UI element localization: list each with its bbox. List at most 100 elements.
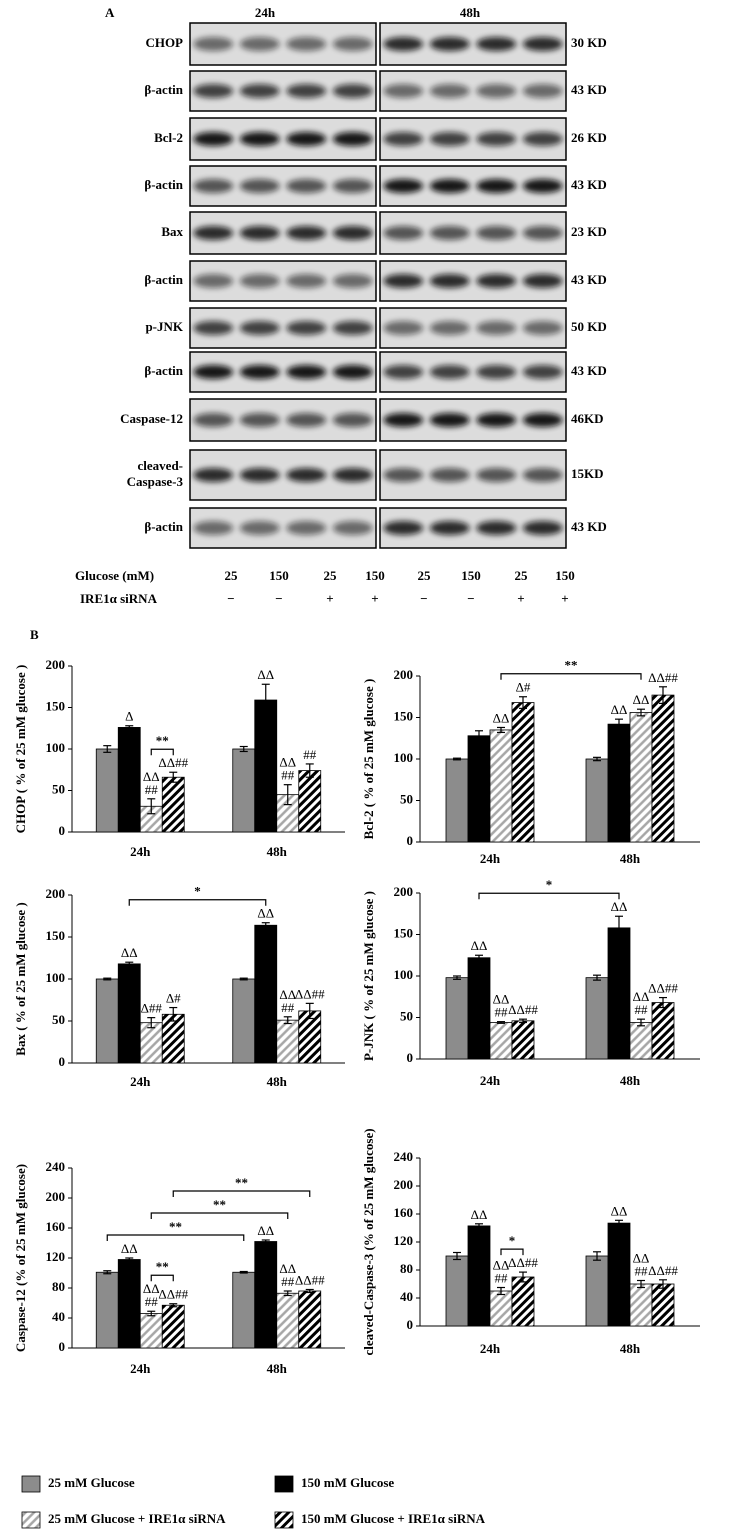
significance-label: ΔΔ bbox=[633, 1250, 650, 1265]
error-bar bbox=[615, 1219, 623, 1227]
significance-label: ΔΔ bbox=[493, 1257, 510, 1272]
bracket bbox=[128, 899, 267, 906]
y-tick-label: 120 bbox=[394, 1233, 414, 1248]
significance-label: Δ# bbox=[166, 991, 181, 1006]
bar bbox=[445, 1255, 469, 1327]
significance-label: ΔΔ## bbox=[508, 1002, 538, 1017]
blot-band bbox=[522, 226, 563, 240]
significance-label: ΔΔ bbox=[121, 945, 138, 960]
error-bar bbox=[475, 954, 483, 961]
x-tick-label: 48h bbox=[267, 1074, 288, 1089]
error-bar bbox=[497, 1021, 505, 1024]
glucose-value: 150 bbox=[365, 568, 385, 583]
error-bar bbox=[593, 756, 601, 762]
blot-band bbox=[332, 521, 373, 535]
kd-label: 30 KD bbox=[571, 35, 607, 50]
bar bbox=[467, 1225, 491, 1327]
blot-band bbox=[332, 179, 373, 193]
significance-label: Δ# bbox=[516, 680, 531, 695]
bracket-label: * bbox=[509, 1233, 516, 1248]
error-bar bbox=[239, 745, 248, 753]
blot-band bbox=[193, 179, 234, 193]
error-bar bbox=[239, 1270, 248, 1274]
legend-label: 150 mM Glucose + IRE1α siRNA bbox=[301, 1511, 486, 1526]
y-axis-title: P-JNK ( % of 25 mM glucose ) bbox=[361, 891, 376, 1061]
significance-label: ## bbox=[635, 1263, 649, 1278]
blot-band bbox=[239, 365, 280, 379]
blot-band bbox=[383, 413, 424, 427]
blot-band bbox=[522, 468, 563, 482]
bracket-label: * bbox=[194, 884, 201, 899]
blot-band bbox=[383, 274, 424, 288]
blot-band bbox=[239, 37, 280, 51]
error-bar bbox=[475, 730, 483, 742]
y-tick-label: 0 bbox=[407, 1050, 414, 1065]
error-bar bbox=[519, 696, 527, 709]
bar bbox=[254, 699, 278, 833]
glucose-label: Glucose (mM) bbox=[75, 568, 154, 583]
significance-label: ΔΔ bbox=[611, 1203, 628, 1218]
y-axis-title: Bax ( % of 25 mM glucose ) bbox=[13, 902, 28, 1055]
legend-swatch bbox=[274, 1475, 294, 1493]
bar bbox=[511, 1276, 535, 1327]
bar bbox=[489, 1022, 513, 1060]
blot-label: β-actin bbox=[144, 363, 183, 378]
blot-band bbox=[522, 179, 563, 193]
error-bar bbox=[615, 718, 623, 730]
error-bar bbox=[659, 1279, 667, 1289]
bar bbox=[467, 957, 491, 1060]
y-tick-label: 200 bbox=[46, 1189, 66, 1204]
significance-label: ΔΔ## bbox=[508, 1255, 538, 1270]
bracket-label: ** bbox=[235, 1175, 248, 1190]
significance-label: ## bbox=[145, 1294, 159, 1309]
y-tick-label: 80 bbox=[52, 1279, 65, 1294]
bar bbox=[607, 1222, 631, 1327]
blot-band bbox=[476, 365, 517, 379]
blot-label: Caspase-12 bbox=[120, 411, 183, 426]
y-tick-label: 50 bbox=[400, 1008, 413, 1023]
bar bbox=[489, 729, 513, 843]
y-tick-label: 0 bbox=[59, 1339, 66, 1354]
significance-label: ## bbox=[281, 1000, 295, 1015]
panel-label: B bbox=[30, 627, 39, 642]
error-bar bbox=[497, 726, 505, 734]
significance-label: Δ bbox=[125, 709, 133, 724]
significance-label: ΔΔ bbox=[611, 899, 628, 914]
blot-band bbox=[429, 226, 470, 240]
y-tick-label: 50 bbox=[400, 791, 413, 806]
bar bbox=[232, 978, 256, 1064]
bar bbox=[161, 776, 185, 833]
blot-band bbox=[239, 226, 280, 240]
y-tick-label: 0 bbox=[407, 1317, 414, 1332]
blot-band bbox=[239, 468, 280, 482]
kd-label: 43 KD bbox=[571, 177, 607, 192]
bracket-label: ** bbox=[213, 1197, 226, 1212]
blot-band bbox=[193, 84, 234, 98]
error-bar bbox=[283, 1290, 292, 1297]
blot-band bbox=[193, 37, 234, 51]
legend-label: 25 mM Glucose bbox=[48, 1475, 135, 1490]
x-tick-label: 24h bbox=[480, 851, 501, 866]
significance-label: ΔΔ bbox=[279, 987, 296, 1002]
blot-band bbox=[193, 226, 234, 240]
sirna-value: − bbox=[420, 591, 427, 606]
blot-band bbox=[193, 274, 234, 288]
bar bbox=[254, 924, 278, 1064]
significance-label: ΔΔ## bbox=[158, 1287, 188, 1302]
kd-label: 43 KD bbox=[571, 272, 607, 287]
blot-band bbox=[286, 274, 327, 288]
y-tick-label: 150 bbox=[394, 708, 414, 723]
significance-label: ## bbox=[303, 747, 317, 762]
x-tick-label: 48h bbox=[620, 851, 641, 866]
error-bar bbox=[103, 977, 112, 981]
error-bar bbox=[305, 1288, 314, 1294]
significance-label: ΔΔ bbox=[493, 992, 510, 1007]
significance-label: ΔΔ bbox=[279, 755, 296, 770]
error-bar bbox=[169, 771, 178, 783]
blot-band bbox=[193, 365, 234, 379]
blot-band bbox=[429, 321, 470, 335]
bar bbox=[232, 1271, 256, 1349]
significance-label: ΔΔ bbox=[257, 667, 274, 682]
y-tick-label: 40 bbox=[52, 1309, 65, 1324]
bar bbox=[585, 1255, 609, 1327]
